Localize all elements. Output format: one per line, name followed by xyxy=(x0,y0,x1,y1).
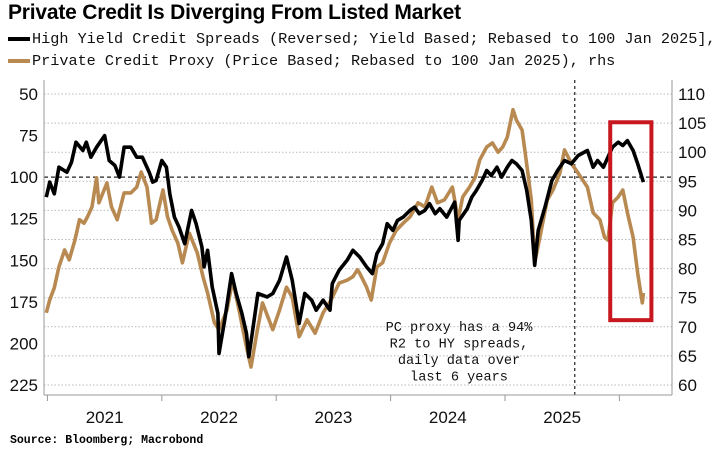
source-note: Source: Bloomberg; Macrobond xyxy=(10,434,204,447)
legend-label-hy: High Yield Credit Spreads (Reversed; Yie… xyxy=(32,30,723,48)
y-right-tick-label: 110 xyxy=(678,85,705,104)
y-right-tick-label: 85 xyxy=(678,231,697,250)
y-left-tick-label: 225 xyxy=(10,376,38,395)
legend-label-pc: Private Credit Proxy (Price Based; Rebas… xyxy=(32,52,616,70)
y-right-tick-label: 90 xyxy=(678,201,697,220)
y-right-tick-label: 80 xyxy=(678,260,697,279)
y-right-tick-label: 75 xyxy=(678,289,697,308)
annotation-line: R2 to HY spreads, xyxy=(390,338,529,353)
legend-swatch-pc xyxy=(8,59,30,63)
y-right-tick-label: 60 xyxy=(678,376,697,395)
y-left-tick-label: 100 xyxy=(10,168,38,187)
annotation-line: last 6 years xyxy=(410,371,508,386)
y-left-tick-label: 150 xyxy=(10,251,38,270)
legend-item-hy: High Yield Credit Spreads (Reversed; Yie… xyxy=(8,30,723,48)
legend-swatch-hy xyxy=(8,37,30,41)
y-right-tick-label: 105 xyxy=(678,114,706,133)
annotation-line: daily data over xyxy=(398,354,520,369)
y-left-tick-label: 50 xyxy=(19,85,38,104)
legend-item-pc: Private Credit Proxy (Price Based; Rebas… xyxy=(8,52,615,70)
y-left-tick-label: 175 xyxy=(10,293,38,312)
y-left-tick-label: 75 xyxy=(19,127,38,146)
y-left-tick-label: 125 xyxy=(10,210,38,229)
x-tick-label: 2021 xyxy=(86,408,124,427)
x-tick-label: 2022 xyxy=(200,408,238,427)
x-tick-label: 2025 xyxy=(543,408,581,427)
chart-title: Private Credit Is Diverging From Listed … xyxy=(8,1,461,24)
y-right-tick-label: 95 xyxy=(678,172,697,191)
annotation-line: PC proxy has a 94% xyxy=(386,321,534,336)
series-line-private-credit-proxy xyxy=(44,107,646,369)
y-right-tick-label: 65 xyxy=(678,347,697,366)
y-left-tick-label: 200 xyxy=(10,334,38,353)
x-tick-label: 2024 xyxy=(429,408,467,427)
y-right-tick-label: 70 xyxy=(678,318,697,337)
highlight-box xyxy=(608,120,654,323)
y-right-tick-label: 100 xyxy=(678,143,706,162)
x-tick-label: 2023 xyxy=(314,408,352,427)
series-line-high-yield-spreads xyxy=(44,133,646,359)
